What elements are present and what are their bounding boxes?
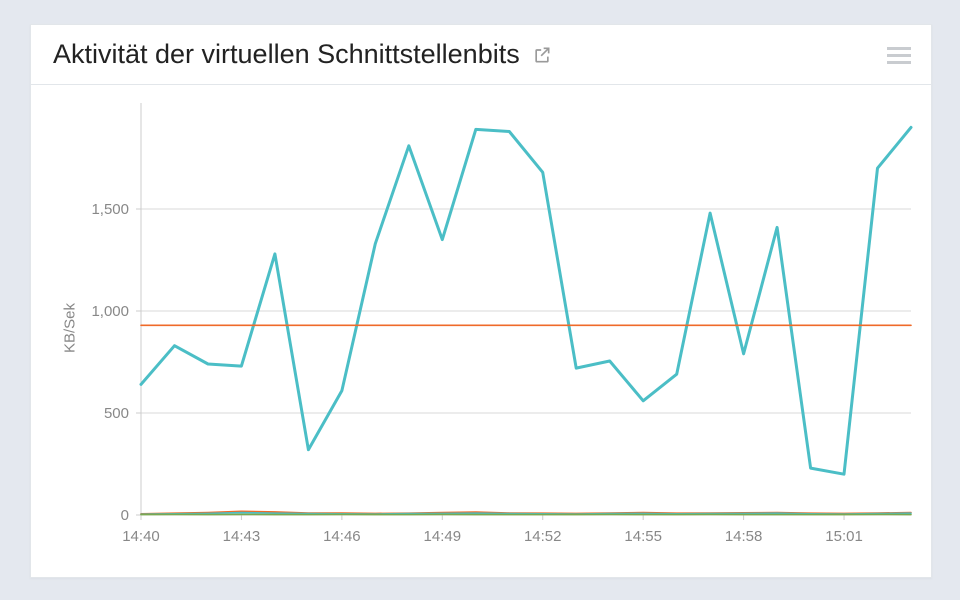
svg-text:1,000: 1,000 — [91, 303, 129, 320]
y-axis-label: KB/Sek — [62, 303, 79, 353]
hamburger-menu-icon[interactable] — [887, 45, 911, 65]
svg-text:14:46: 14:46 — [323, 528, 361, 545]
chart-area: KB/Sek 0 500 1,000 1,500 14:40 14:43 14:46 14:4… — [31, 85, 931, 571]
card-header: Aktivität der virtuellen Schnittstellenb… — [31, 25, 931, 85]
chart-card: Aktivität der virtuellen Schnittstellenb… — [30, 24, 932, 578]
svg-text:15:01: 15:01 — [825, 528, 863, 545]
svg-text:0: 0 — [121, 507, 129, 524]
card-title-text: Aktivität der virtuellen Schnittstellenb… — [53, 39, 520, 70]
external-link-icon[interactable] — [532, 45, 552, 65]
svg-text:500: 500 — [104, 405, 129, 422]
card-title: Aktivität der virtuellen Schnittstellenb… — [53, 39, 552, 70]
svg-text:14:58: 14:58 — [725, 528, 763, 545]
svg-text:14:40: 14:40 — [122, 528, 160, 545]
svg-text:14:43: 14:43 — [223, 528, 261, 545]
svg-text:14:52: 14:52 — [524, 528, 562, 545]
svg-text:14:49: 14:49 — [424, 528, 462, 545]
svg-text:1,500: 1,500 — [91, 201, 129, 218]
line-chart: 0 500 1,000 1,500 14:40 14:43 14:46 14:49 14:52 1… — [31, 85, 931, 571]
svg-text:14:55: 14:55 — [624, 528, 662, 545]
